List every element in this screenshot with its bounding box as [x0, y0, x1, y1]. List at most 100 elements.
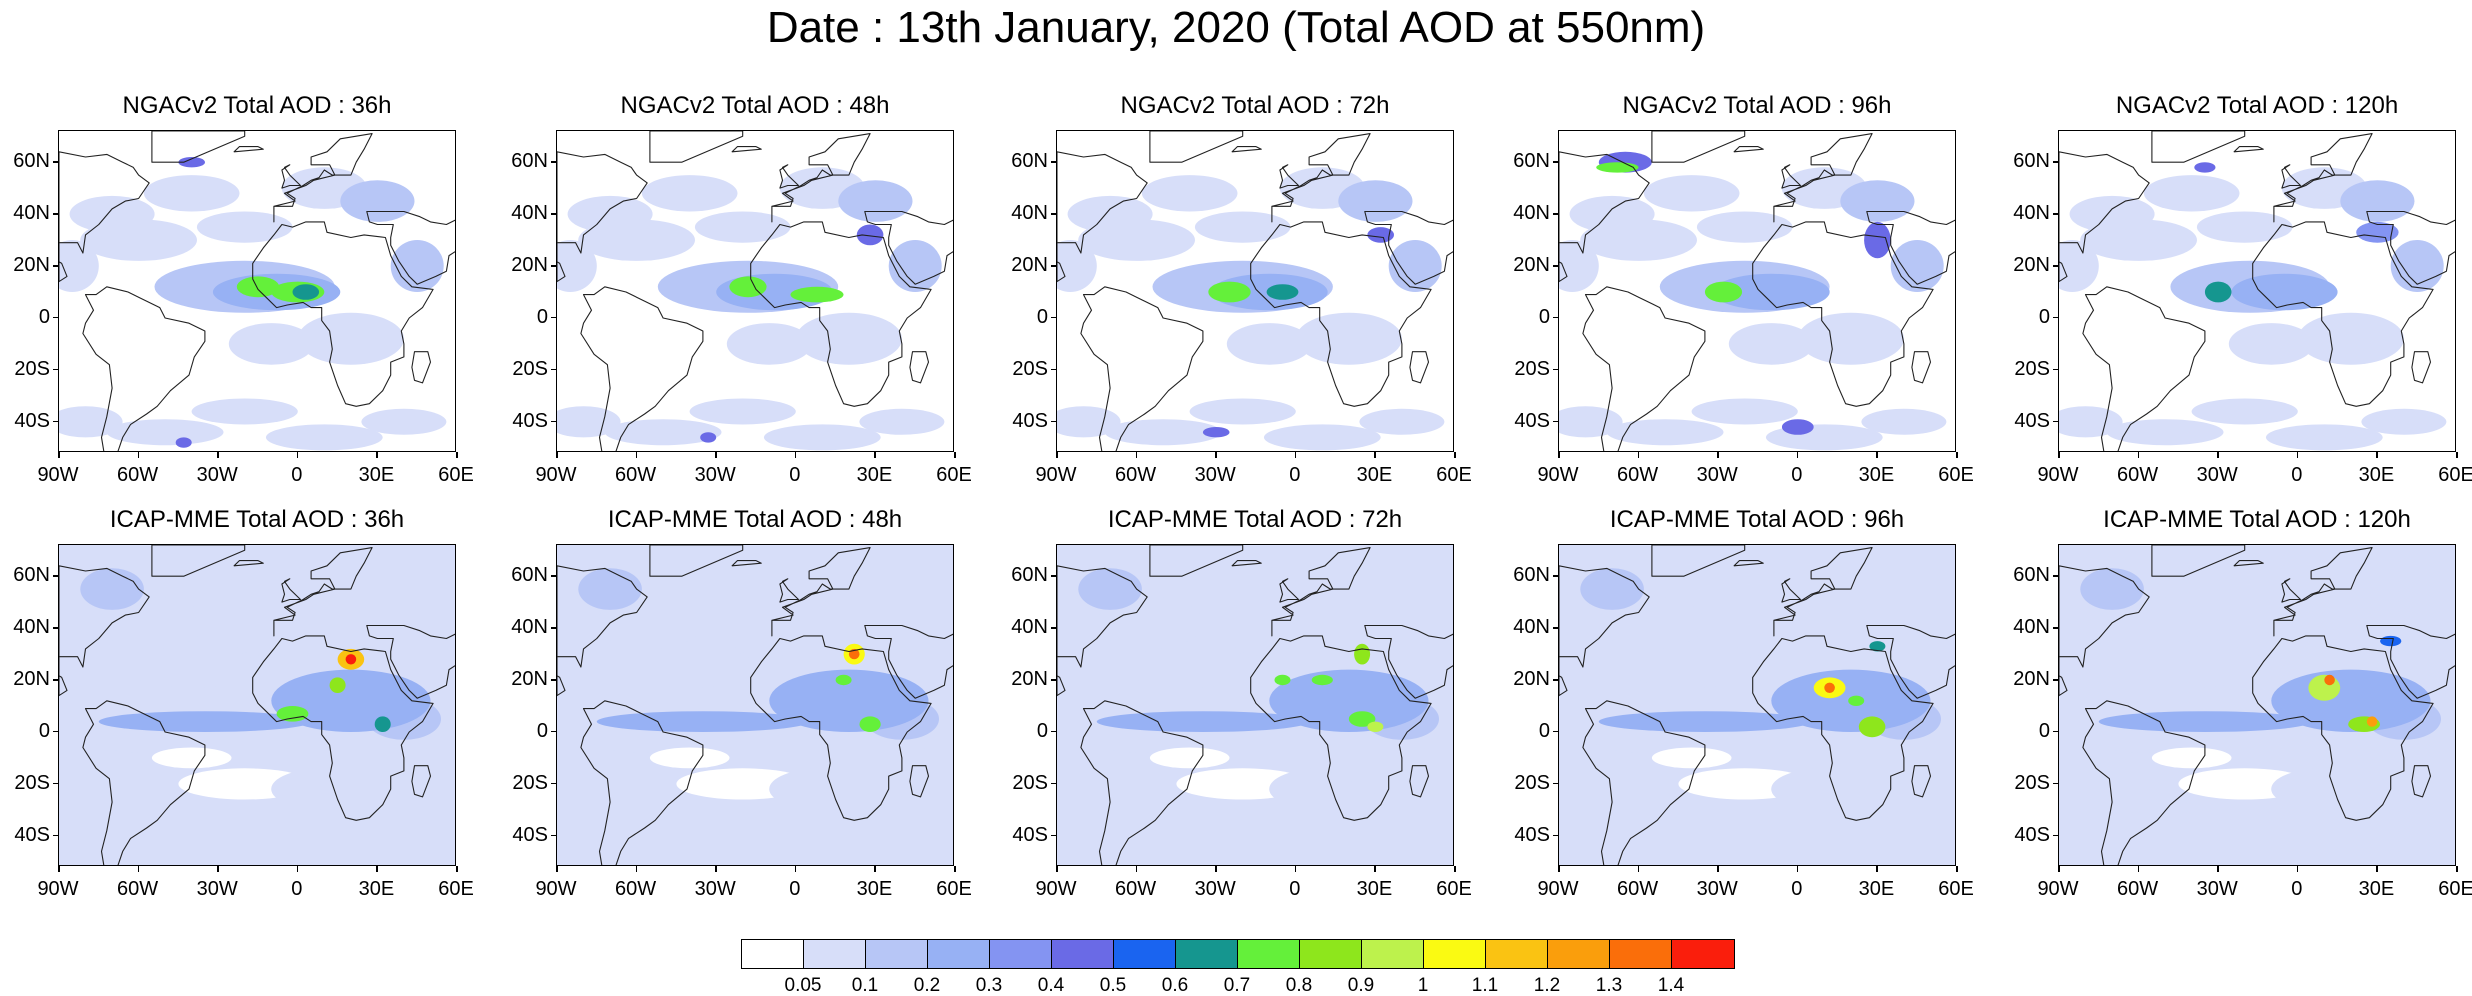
coastline	[82, 286, 206, 451]
aod-plume	[2143, 175, 2240, 212]
coastline	[864, 624, 953, 699]
lon-tick-label: 0	[291, 464, 303, 486]
aod-plume	[2191, 398, 2298, 425]
lon-tick-label: 30E	[358, 464, 395, 486]
aod-plume	[649, 747, 730, 769]
map-panel	[1056, 544, 1454, 866]
aod-plume	[1078, 219, 1195, 261]
aod-field	[557, 131, 953, 451]
aod-plume	[1559, 240, 1599, 292]
aod-plume	[1194, 211, 1291, 243]
lon-tick	[2296, 866, 2299, 872]
lon-tick	[1135, 866, 1138, 872]
colorbar-swatch	[742, 940, 804, 968]
colorbar-label: 0.1	[851, 975, 879, 996]
panel-title: NGACv2 Total AOD : 36h	[122, 92, 392, 119]
lat-tick-label: 20S	[1012, 357, 1048, 380]
aod-plume	[1104, 419, 1222, 446]
lat-tick	[1553, 265, 1558, 267]
coastline	[1409, 765, 1430, 798]
lat-tick	[2053, 679, 2058, 681]
aod-field	[1057, 545, 1453, 865]
lat-tick-label: 40N	[1513, 616, 1550, 639]
map-panel	[2058, 544, 2456, 866]
colorbar-swatch	[1176, 940, 1238, 968]
lat-tick-label: 0	[1538, 305, 1550, 328]
lon-tick	[58, 452, 60, 458]
coastline	[2411, 765, 2432, 798]
coastline	[273, 547, 373, 637]
aod-field	[59, 131, 455, 451]
aod-plume	[1869, 641, 1886, 652]
lon-tick	[296, 452, 299, 458]
lon-tick-label: 90W	[1035, 878, 1077, 900]
lon-tick-label: 30W	[694, 464, 736, 486]
coastline	[1080, 286, 1204, 451]
panel-title: ICAP-MME Total AOD : 48h	[607, 506, 903, 533]
lat-tick	[551, 316, 556, 319]
colorbar-label: 1	[1417, 975, 1429, 996]
aod-plume	[2265, 424, 2383, 451]
coastline	[151, 545, 246, 577]
coastline	[779, 578, 800, 603]
aod-plume	[2340, 180, 2415, 222]
lon-tick-label: 0	[2291, 464, 2303, 486]
lat-tick-label: 60N	[1513, 150, 1550, 173]
aod-plume	[1712, 273, 1830, 311]
aod-plume	[2308, 674, 2341, 701]
lat-tick-label: 60N	[511, 564, 548, 587]
aod-field	[1559, 131, 1955, 451]
aod-plume	[2125, 646, 2258, 688]
lon-tick	[1796, 866, 1799, 872]
colorbar-label: 0.7	[1223, 975, 1251, 996]
coastline	[2366, 624, 2455, 699]
aod-plume	[1208, 281, 1251, 303]
coastline	[1271, 133, 1371, 223]
aod-plume	[59, 240, 99, 292]
lon-tick-label: 30E	[1858, 878, 1895, 900]
aod-plume	[1348, 711, 1376, 727]
aod-plume	[1269, 669, 1429, 732]
aod-plume	[1141, 175, 1238, 212]
aod-plume	[1643, 175, 1740, 212]
lon-tick-label: 90W	[535, 464, 577, 486]
aod-plume	[2366, 716, 2378, 727]
lat-tick-label: 0	[1036, 719, 1048, 742]
coastline	[82, 700, 206, 865]
aod-plume	[1598, 711, 1811, 732]
lat-tick	[2053, 213, 2058, 215]
aod-field	[557, 545, 953, 865]
lat-tick-label: 60N	[1513, 564, 1550, 587]
coastline	[2273, 133, 2373, 223]
lat-tick-label: 40S	[14, 823, 50, 846]
aod-field	[2059, 131, 2455, 451]
lon-tick	[296, 866, 299, 872]
coastline	[1559, 151, 1650, 283]
lon-tick-label: 90W	[2037, 464, 2079, 486]
lon-tick-label: 30W	[2196, 464, 2238, 486]
lon-tick-label: 30W	[694, 878, 736, 900]
aod-plume	[1606, 419, 1724, 446]
lat-tick	[1553, 730, 1558, 733]
aod-plume	[1096, 596, 1203, 649]
colorbar-swatch	[1424, 940, 1486, 968]
colorbar-label: 0.8	[1285, 975, 1313, 996]
coastline	[1911, 765, 1932, 798]
aod-field	[1057, 131, 1453, 451]
coastline	[1752, 635, 1934, 821]
aod-plume	[1704, 281, 1743, 303]
lat-tick	[2053, 420, 2058, 423]
coastline	[1231, 146, 1262, 153]
lat-tick-label: 60N	[2013, 150, 2050, 173]
lat-tick-label: 40N	[13, 202, 50, 225]
aod-plume	[578, 568, 642, 610]
lat-tick-label: 20S	[512, 357, 548, 380]
lat-tick	[551, 213, 556, 215]
aod-plume	[151, 747, 232, 769]
aod-plume	[1864, 221, 1891, 259]
aod-plume	[2324, 731, 2431, 784]
lat-tick-label: 20S	[2014, 771, 2050, 794]
colorbar-swatch	[1362, 940, 1424, 968]
panel-title: ICAP-MME Total AOD : 72h	[1107, 506, 1403, 533]
lon-tick	[2217, 866, 2219, 872]
